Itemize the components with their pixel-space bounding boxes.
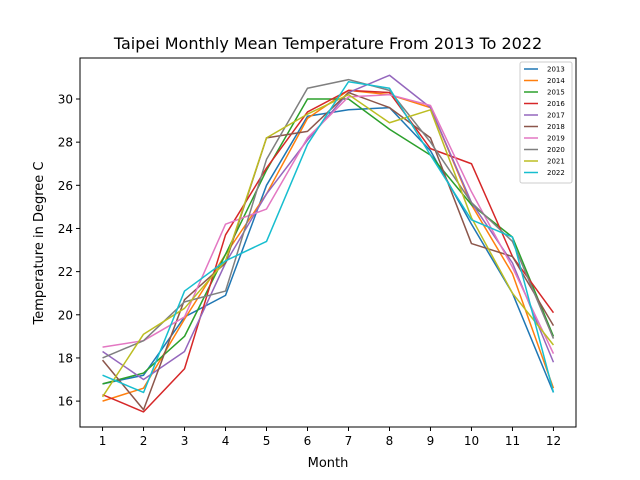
x-tick-label: 1	[99, 434, 107, 448]
x-tick-label: 2	[140, 434, 148, 448]
legend-label-2017: 2017	[547, 112, 565, 120]
series-line-2021	[101, 93, 555, 398]
legend-label-2021: 2021	[547, 158, 565, 166]
x-tick-label: 6	[304, 434, 312, 448]
y-tick-label: 26	[58, 179, 73, 193]
series-line-2017	[102, 74, 555, 381]
legend-label-2020: 2020	[547, 146, 565, 154]
x-tick-label: 5	[263, 434, 271, 448]
y-tick-label: 30	[58, 93, 73, 107]
legend-label-2016: 2016	[547, 100, 565, 108]
legend-label-2013: 2013	[547, 66, 565, 74]
plot-area	[101, 74, 555, 413]
x-tick-label: 8	[386, 434, 394, 448]
legend-label-2015: 2015	[547, 89, 565, 97]
x-tick-label: 4	[222, 434, 230, 448]
y-tick-label: 24	[58, 222, 73, 236]
series-line-2016	[102, 89, 555, 413]
legend-label-2022: 2022	[547, 169, 565, 177]
y-tick-label: 18	[58, 351, 73, 365]
x-axis-label: Month	[308, 456, 349, 471]
series-line-2015	[102, 98, 555, 385]
x-tick-label: 12	[546, 434, 561, 448]
legend-label-2014: 2014	[547, 77, 565, 85]
chart-title: Taipei Monthly Mean Temperature From 201…	[113, 34, 542, 53]
y-tick-label: 22	[58, 265, 73, 279]
x-tick-label: 10	[464, 434, 479, 448]
series-line-2022	[102, 80, 555, 394]
series-line-2019	[102, 93, 555, 354]
legend-label-2019: 2019	[547, 135, 565, 143]
x-tick-label: 11	[505, 434, 520, 448]
legend: 2013 2014 2015 2016 2017 2018 2019 2020 2021 2022	[519, 61, 573, 184]
x-tick-label: 3	[181, 434, 189, 448]
y-axis-label: Temperature in Degree C	[32, 162, 47, 326]
y-tick-label: 16	[58, 395, 73, 409]
axes-frame	[79, 57, 577, 428]
y-tick-label: 20	[58, 308, 73, 322]
x-tick-label: 9	[427, 434, 435, 448]
legend-label-2018: 2018	[547, 123, 565, 131]
y-tick-label: 28	[58, 136, 73, 150]
x-tick-label: 7	[345, 434, 353, 448]
